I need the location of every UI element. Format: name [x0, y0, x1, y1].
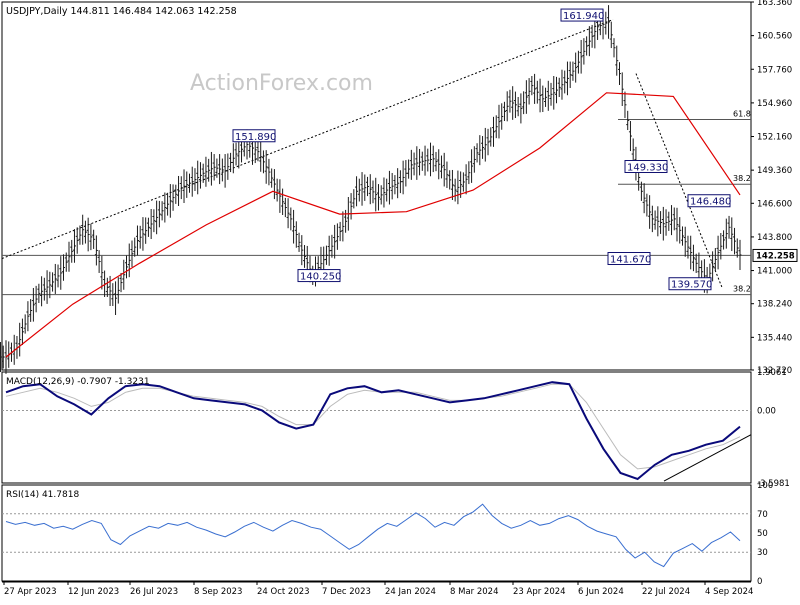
price-y-tick-label: 138.240	[757, 300, 792, 310]
x-tick-label: 8 Mar 2024	[450, 587, 498, 597]
price-y-tick-label: 149.360	[757, 166, 792, 176]
x-tick-label: 23 Apr 2024	[513, 587, 566, 597]
price-annotation-box	[687, 194, 731, 208]
price-y-tick-label: 141.000	[757, 267, 792, 277]
rsi-y-tick-label: 50	[757, 529, 768, 539]
trendline-up	[1, 19, 614, 260]
price-y-tick-label: 160.560	[757, 32, 792, 42]
x-tick-label: 7 Dec 2023	[322, 587, 371, 597]
macd-pane-frame	[1, 371, 752, 484]
x-tick-label: 24 Jan 2024	[385, 587, 436, 597]
price-y-tick-label: 143.800	[757, 233, 792, 243]
price-annotation-box	[232, 129, 276, 143]
current-price-label: 142.258	[756, 251, 795, 261]
x-tick-label: 27 Apr 2023	[4, 587, 57, 597]
macd-title: MACD(12,26,9) -0.7907 -1.3231	[6, 377, 150, 387]
x-tick-label: 24 Oct 2023	[257, 587, 310, 597]
price-y-tick-label: 157.760	[757, 65, 792, 75]
rsi-y-tick-label: 30	[757, 548, 768, 558]
price-annotation-label: 140.250	[300, 272, 341, 283]
rsi-y-tick-label: 0	[757, 577, 762, 587]
price-annotation-box	[668, 277, 712, 291]
x-tick-label: 6 Jun 2024	[578, 587, 624, 597]
rsi-title: RSI(14) 41.7818	[6, 490, 79, 500]
macd-signal-line	[5, 383, 741, 470]
level-label: 38.2	[733, 285, 751, 294]
price-annotation-label: 161.940	[563, 11, 604, 22]
price-annotation-box	[607, 252, 651, 266]
current-price-box	[752, 248, 798, 262]
rsi-line	[5, 503, 741, 568]
price-y-tick-label: 132.720	[757, 366, 792, 376]
rsi-y-tick-label: 100	[757, 481, 773, 491]
macd-line	[5, 381, 741, 481]
price-annotation-box	[624, 160, 668, 174]
x-tick-label: 26 Jul 2023	[130, 587, 178, 597]
level-label: 61.8	[733, 109, 751, 118]
x-tick-label: 8 Sep 2023	[194, 587, 242, 597]
price-annotation-label: 149.330	[627, 163, 668, 174]
price-y-tick-label: 154.960	[757, 99, 792, 109]
price-y-tick-label: 152.160	[757, 133, 792, 143]
price-y-tick-label: 146.600	[757, 199, 792, 209]
macd-trendline	[663, 434, 752, 482]
x-tick-label: 22 Jul 2024	[642, 587, 690, 597]
price-annotation-label: 139.570	[671, 280, 712, 291]
price-annotation-label: 151.890	[235, 132, 276, 143]
price-pane-frame	[1, 1, 752, 371]
price-y-tick-label: 135.440	[757, 333, 792, 343]
price-y-tick-label: 163.360	[757, 0, 792, 8]
trendline-down	[635, 73, 723, 288]
watermark-text: ActionForex.com	[190, 71, 373, 96]
macd-y-tick-label: 1.9061	[757, 368, 787, 378]
price-annotation-box	[297, 269, 341, 283]
rsi-pane-frame	[1, 484, 752, 582]
price-annotation-label: 141.670	[610, 255, 651, 266]
macd-y-tick-label: -3.5981	[757, 479, 790, 489]
price-annotation-box	[560, 8, 604, 22]
price-annotation-label: 146.480	[690, 197, 731, 208]
level-label: 38.2	[733, 174, 751, 183]
macd-y-tick-label: 0.00	[757, 406, 776, 416]
moving-average-line	[5, 92, 741, 358]
chart-header: USDJPY,Daily 144.811 146.484 142.063 142…	[6, 6, 237, 17]
rsi-y-tick-label: 70	[757, 510, 768, 520]
x-tick-label: 4 Sep 2024	[705, 587, 753, 597]
x-tick-label: 12 Jun 2023	[68, 587, 119, 597]
